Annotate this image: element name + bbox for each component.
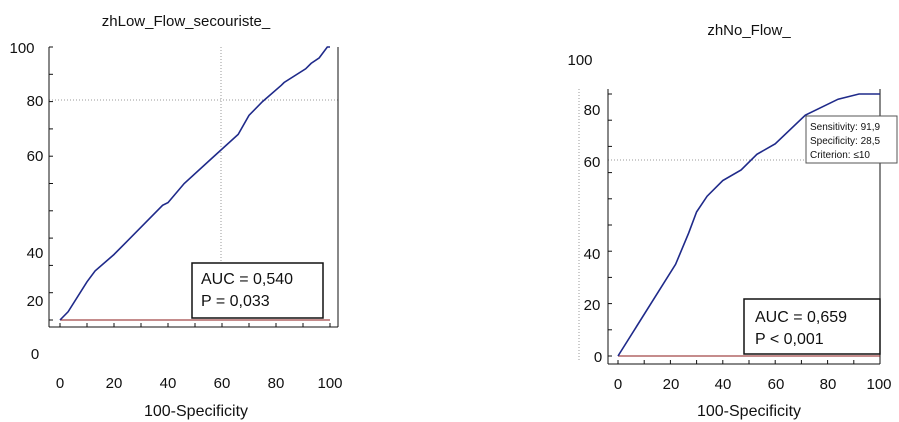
right-chart-title: zhNo_Flow_: [707, 22, 791, 39]
left-p-value: P = 0,033: [201, 293, 270, 310]
right-y-tick-40: 40: [584, 246, 601, 263]
left-chart-title: zhLow_Flow_secouriste_: [102, 13, 271, 30]
right-auc-box: AUC = 0,659 P < 0,001: [743, 298, 881, 355]
right-x-tick-labels: 0 20 40 60 80 100: [614, 376, 892, 393]
left-x-tick-40: 40: [160, 375, 177, 392]
right-x-tick-60: 60: [768, 376, 785, 393]
left-minor-ticks: [49, 46, 331, 327]
left-y-tick-100: 100: [9, 40, 34, 57]
right-x-tick-80: 80: [820, 376, 837, 393]
tooltip-specificity: Specificity: 28,5: [810, 136, 880, 147]
right-x-tick-20: 20: [663, 376, 680, 393]
left-y-tick-40: 40: [27, 245, 44, 262]
right-roc-chart: zhNo_Flow_ 100 80 60 40 20 0 0 20 40 60 …: [567, 22, 898, 420]
tooltip-sensitivity: Sensitivity: 91,9: [810, 122, 880, 133]
left-x-axis-label: 100-Specificity: [144, 403, 248, 420]
right-y-tick-100: 100: [567, 52, 592, 69]
right-y-tick-80: 80: [584, 102, 601, 119]
right-x-tick-40: 40: [715, 376, 732, 393]
right-roc-curve: [617, 93, 880, 357]
right-p-value: P < 0,001: [755, 331, 824, 348]
right-y-tick-20: 20: [584, 297, 601, 314]
left-y-tick-0: 0: [31, 346, 39, 363]
left-x-tick-80: 80: [268, 375, 285, 392]
left-x-tick-20: 20: [106, 375, 123, 392]
right-minor-ticks: [608, 93, 881, 364]
tooltip-criterion: Criterion: ≤10: [810, 150, 870, 161]
left-roc-curve: [59, 46, 330, 321]
left-axes: [48, 47, 339, 328]
right-y-tick-labels: 100 80 60 40 20 0: [567, 52, 602, 366]
left-y-tick-20: 20: [27, 293, 44, 310]
left-x-tick-0: 0: [56, 375, 64, 392]
left-y-tick-80: 80: [27, 93, 44, 110]
right-y-tick-60: 60: [584, 154, 601, 171]
right-x-tick-0: 0: [614, 376, 622, 393]
left-roc-chart: zhLow_Flow_secouriste_ 100 80 60 40 20 0…: [9, 13, 342, 420]
right-auc-value: AUC = 0,659: [755, 309, 847, 326]
right-tooltip: Sensitivity: 91,9 Specificity: 28,5 Crit…: [805, 115, 898, 164]
right-y-tick-0: 0: [594, 349, 602, 366]
left-x-tick-100: 100: [317, 375, 342, 392]
right-x-axis-label: 100-Specificity: [697, 403, 801, 420]
left-x-tick-60: 60: [214, 375, 231, 392]
left-grid: [49, 47, 338, 320]
left-auc-box: AUC = 0,540 P = 0,033: [191, 262, 324, 319]
left-auc-value: AUC = 0,540: [201, 271, 293, 288]
left-y-tick-60: 60: [27, 148, 44, 165]
left-x-tick-labels: 0 20 40 60 80 100: [56, 375, 343, 392]
right-x-tick-100: 100: [866, 376, 891, 393]
left-y-tick-labels: 100 80 60 40 20 0: [9, 40, 43, 363]
